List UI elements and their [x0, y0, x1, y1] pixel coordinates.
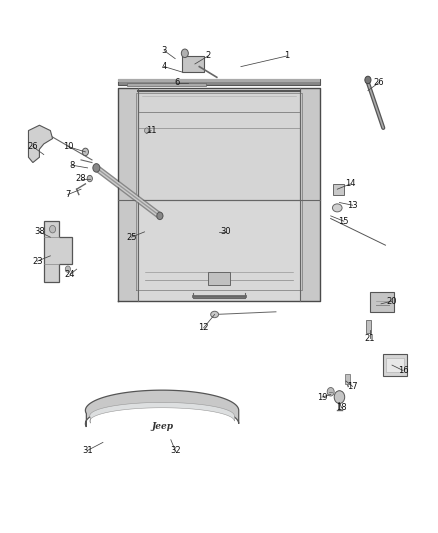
Bar	[366, 320, 371, 333]
Polygon shape	[138, 91, 300, 200]
Text: 20: 20	[387, 297, 397, 305]
Text: 28: 28	[76, 174, 86, 183]
Circle shape	[82, 148, 88, 156]
Circle shape	[93, 164, 100, 172]
Polygon shape	[28, 125, 53, 163]
Text: 6: 6	[175, 78, 180, 87]
Text: 7: 7	[65, 190, 71, 199]
Circle shape	[334, 391, 345, 403]
Bar	[383, 354, 407, 376]
Polygon shape	[118, 88, 320, 301]
Text: 12: 12	[198, 324, 209, 332]
Bar	[127, 83, 206, 86]
Bar	[370, 292, 394, 312]
Text: 14: 14	[345, 180, 356, 188]
Polygon shape	[208, 272, 230, 285]
Text: 25: 25	[126, 233, 137, 241]
Circle shape	[157, 212, 163, 220]
Polygon shape	[118, 200, 320, 301]
Text: 18: 18	[336, 403, 347, 412]
Bar	[118, 79, 320, 85]
Text: Jeep: Jeep	[151, 422, 173, 431]
Polygon shape	[85, 390, 239, 427]
Text: 3: 3	[162, 46, 167, 55]
Text: 32: 32	[170, 446, 180, 455]
Text: 19: 19	[317, 393, 327, 401]
Bar	[182, 56, 204, 72]
Polygon shape	[118, 88, 138, 301]
Bar	[386, 358, 404, 372]
Text: 4: 4	[162, 62, 167, 71]
Text: 13: 13	[347, 201, 358, 209]
Text: 15: 15	[339, 217, 349, 225]
Text: 23: 23	[32, 257, 42, 265]
Ellipse shape	[332, 204, 342, 212]
Circle shape	[49, 225, 56, 233]
Text: 16: 16	[398, 366, 408, 375]
Text: 1: 1	[284, 52, 290, 60]
Circle shape	[65, 266, 71, 272]
Text: 31: 31	[82, 446, 93, 455]
Text: 2: 2	[205, 52, 211, 60]
Circle shape	[365, 76, 371, 84]
Circle shape	[145, 128, 149, 133]
Text: 26: 26	[28, 142, 38, 151]
Text: 10: 10	[63, 142, 73, 151]
Circle shape	[87, 175, 92, 182]
Text: 30: 30	[220, 228, 231, 236]
Bar	[118, 79, 320, 82]
Bar	[345, 374, 350, 384]
Polygon shape	[300, 88, 320, 301]
Ellipse shape	[211, 311, 219, 318]
Text: 26: 26	[374, 78, 384, 87]
Text: 17: 17	[347, 382, 358, 391]
Polygon shape	[44, 221, 72, 282]
Text: 24: 24	[65, 270, 75, 279]
Bar	[333, 184, 344, 195]
Text: 8: 8	[70, 161, 75, 169]
Polygon shape	[90, 402, 234, 423]
Circle shape	[327, 387, 334, 396]
Circle shape	[181, 49, 188, 58]
Text: 11: 11	[146, 126, 156, 135]
Text: 21: 21	[365, 334, 375, 343]
Text: 38: 38	[34, 228, 45, 236]
